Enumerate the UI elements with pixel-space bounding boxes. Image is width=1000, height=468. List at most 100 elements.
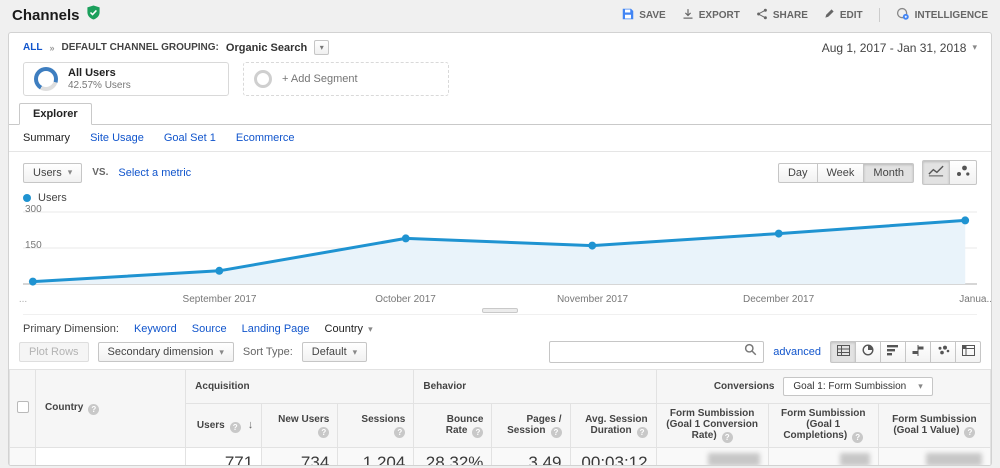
export-button[interactable]: EXPORT [682,8,740,23]
table-totals-row: 771 % of Total: 42.57%(1,811) 734 % of T… [9,447,991,465]
report-actions: SAVE EXPORT SHARE EDIT INTELLIGENCE [622,7,988,24]
search-button[interactable] [737,342,763,362]
metric-dropdown[interactable]: Users ▾ [23,162,83,183]
add-segment-label: + Add Segment [282,73,358,85]
help-icon[interactable] [852,432,864,443]
goal-completions-column-header[interactable]: Form Sumbission (Goal 1 Completions) [767,403,879,448]
dimension-landing-page-link[interactable]: Landing Page [241,323,310,335]
primary-dimension-label: Primary Dimension: [23,323,119,335]
subtab-ecommerce[interactable]: Ecommerce [235,132,295,144]
goal-conversion-rate-column-header[interactable]: Form Sumbission (Goal 1 Conversion Rate) [655,403,769,448]
share-icon [756,8,768,23]
country-data-table: Country Acquisition Behavior Conversions… [9,369,991,465]
pivot-view-button[interactable] [955,341,981,363]
data-table-view-button[interactable] [830,341,856,363]
share-button[interactable]: SHARE [756,8,808,23]
line-chart-icon [928,165,944,180]
motion-chart-view-button[interactable] [949,160,977,185]
select-all-checkbox[interactable] [16,401,29,413]
term-cloud-view-button[interactable] [930,341,956,363]
save-icon [622,8,634,23]
segment-all-users[interactable]: All Users 42.57% Users [23,62,229,96]
y-axis-tick-300: 300 [25,204,42,215]
empty-segment-ring-icon [254,70,272,88]
users-column-header[interactable]: Users [185,403,263,448]
report-panel: ALL » DEFAULT CHANNEL GROUPING: Organic … [8,32,992,466]
metric-bar: Users ▾ VS. Select a metric Day Week Mon… [9,152,991,185]
vs-label: VS. [92,167,109,178]
select-metric-link[interactable]: Select a metric [118,166,192,179]
add-segment-button[interactable]: + Add Segment [243,62,449,96]
chevron-down-icon: ▾ [319,43,324,52]
goal-value-column-header[interactable]: Form Sumbission (Goal 1 Value) [877,403,991,448]
pages-session-column-header[interactable]: Pages / Session [491,403,571,448]
avg-duration-column-header[interactable]: Avg. Session Duration [569,403,657,448]
channel-grouping-label: DEFAULT CHANNEL GROUPING: [61,42,219,53]
redacted-value [707,453,760,465]
help-icon[interactable] [394,426,406,438]
total-bounce-rate: 28.32% Avg for View: 30.94%(-8.45%) [413,447,493,465]
country-column-header[interactable]: Country [35,369,187,448]
x-axis-tick: Janua... [959,294,992,305]
performance-view-button[interactable] [880,341,906,363]
edit-button[interactable]: EDIT [824,8,863,22]
granularity-week-button[interactable]: Week [816,162,865,183]
granularity-day-button[interactable]: Day [777,162,818,183]
percentage-view-button[interactable] [855,341,881,363]
chevron-down-icon: ▾ [368,323,373,334]
tab-explorer[interactable]: Explorer [19,103,92,125]
granularity-month-button[interactable]: Month [863,162,914,183]
chevron-down-icon: ▾ [219,346,224,357]
secondary-dimension-dropdown[interactable]: Secondary dimension ▾ [97,342,234,362]
total-new-users: 734 % of Total: 40.71%(1,803) [261,447,339,465]
sessions-column-header[interactable]: Sessions [337,403,415,448]
chart-legend: Users [9,185,991,204]
new-users-column-header[interactable]: New Users [261,403,339,448]
bounce-rate-column-header[interactable]: Bounce Rate [413,403,493,448]
breadcrumb-all-link[interactable]: ALL [23,42,43,53]
help-icon[interactable] [318,426,330,438]
dimension-keyword-link[interactable]: Keyword [133,323,177,335]
users-line-chart[interactable] [23,206,977,294]
sort-type-dropdown[interactable]: Default ▾ [301,342,368,362]
subtab-goal-set-1[interactable]: Goal Set 1 [163,132,216,144]
table-search-input[interactable] [550,346,738,358]
redacted-value [839,453,870,465]
subtab-site-usage[interactable]: Site Usage [90,132,144,144]
table-toolbar: Plot Rows Secondary dimension ▾ Sort Typ… [9,339,991,369]
date-range-selector[interactable]: Aug 1, 2017 - Jan 31, 2018 ▾ [822,41,977,55]
dimension-source-link[interactable]: Source [191,323,227,335]
advanced-search-link[interactable]: advanced [773,346,821,358]
chart-scrollbar [23,307,977,315]
chart-scrollbar-handle[interactable] [482,308,518,313]
help-icon[interactable] [472,426,484,438]
help-icon[interactable] [964,426,976,438]
chevron-down-icon: ▾ [918,381,923,391]
help-icon[interactable] [721,432,733,443]
save-button[interactable]: SAVE [622,8,666,23]
goal-selector-dropdown[interactable]: Goal 1: Form Sumbission ▾ [783,377,933,396]
intelligence-icon [896,7,910,24]
page-title-wrap: Channels [12,5,101,25]
total-avg-duration: 00:03:12 Avg for View: 00:03:17(-2.79%) [569,447,657,465]
table-search-box [549,341,765,363]
page-title: Channels [12,6,80,24]
y-axis-tick-150: 150 [25,240,42,251]
help-icon[interactable] [229,421,241,433]
help-icon[interactable] [550,426,562,438]
subtab-summary[interactable]: Summary [23,132,71,144]
breadcrumb: ALL » DEFAULT CHANNEL GROUPING: Organic … [23,40,330,55]
line-chart-view-button[interactable] [922,160,950,185]
segment-detail: 42.57% Users [68,80,131,92]
total-goal-value-redacted [877,447,991,465]
chevron-down-icon: ▾ [352,346,358,357]
total-sessions: 1,204 % of Total: 42.66%(2,822) [337,447,415,465]
plot-rows-button[interactable]: Plot Rows [19,342,89,362]
report-subtabs: Summary Site Usage Goal Set 1 Ecommerce [9,125,991,152]
dimension-country-active[interactable]: Country ▾ [324,323,373,335]
channel-grouping-dropdown[interactable]: ▾ [314,40,330,55]
intelligence-button[interactable]: INTELLIGENCE [896,7,988,24]
help-icon[interactable] [636,426,648,438]
comparison-view-button[interactable] [905,341,931,363]
help-icon[interactable] [88,404,100,415]
